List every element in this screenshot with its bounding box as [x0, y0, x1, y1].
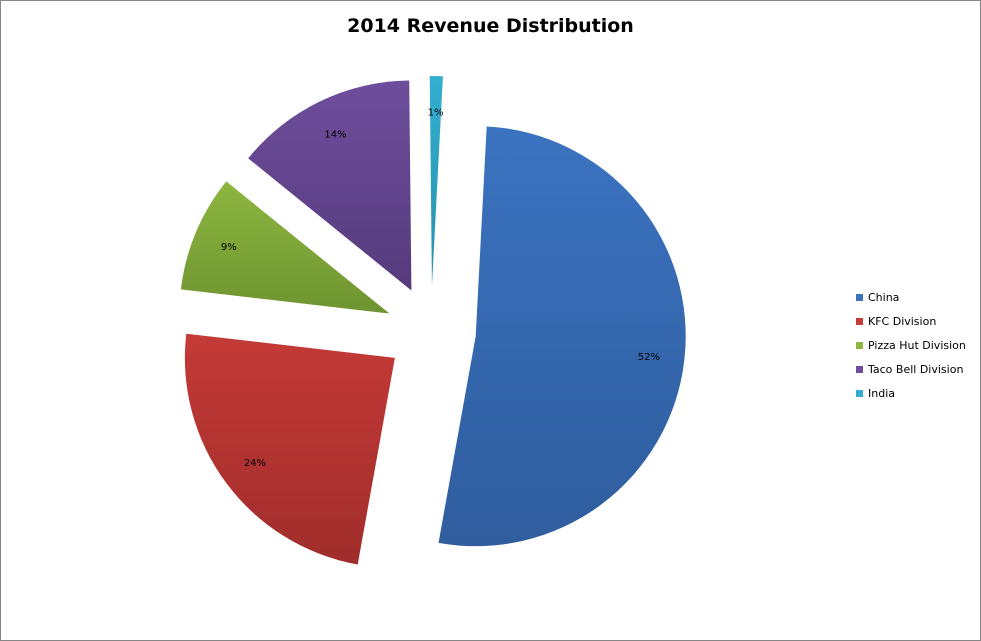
legend-label: China	[868, 290, 900, 304]
legend-swatch	[856, 365, 863, 373]
legend-label: KFC Division	[868, 314, 937, 328]
legend-label: Pizza Hut Division	[868, 338, 966, 352]
data-label-china: 52%	[638, 352, 660, 363]
legend-item-kfc-division: KFC Division	[856, 309, 966, 333]
legend-item-india: India	[856, 381, 966, 405]
data-label-kfc-division: 24%	[244, 458, 266, 469]
legend-label: Taco Bell Division	[868, 362, 964, 376]
legend-swatch	[856, 293, 863, 301]
legend-swatch	[856, 341, 863, 349]
data-label-india: 1%	[428, 108, 444, 119]
pie-slice-china	[438, 126, 686, 547]
legend-item-china: China	[856, 285, 966, 309]
pie-slice-taco-bell-division	[248, 80, 412, 291]
legend-label: India	[868, 386, 895, 400]
pie-slice-india	[429, 76, 443, 287]
legend-item-taco-bell-division: Taco Bell Division	[856, 357, 966, 381]
legend: China KFC Division Pizza Hut Division Taco …	[856, 285, 966, 405]
pie-slice-kfc-division	[184, 333, 395, 565]
legend-swatch	[856, 317, 863, 325]
chart-title: 2014 Revenue Distribution	[347, 15, 634, 37]
legend-item-pizza-hut-division: Pizza Hut Division	[856, 333, 966, 357]
pie-slice-pizza-hut-division	[180, 181, 390, 314]
data-label-pizza-hut-division: 9%	[221, 242, 237, 253]
legend-swatch	[856, 389, 863, 397]
data-label-taco-bell-division: 14%	[324, 130, 346, 141]
